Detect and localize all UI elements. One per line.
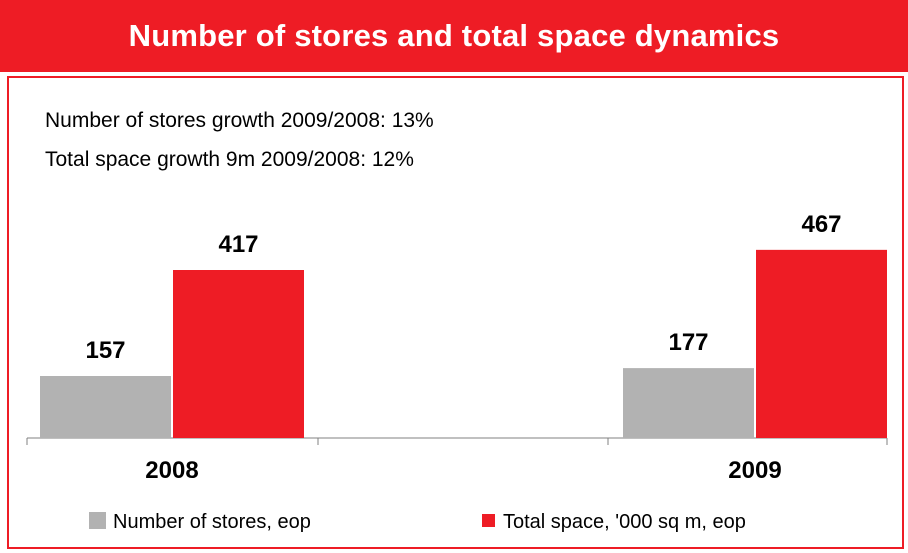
- slide-title: Number of stores and total space dynamic…: [128, 18, 780, 53]
- data-label-space-2008: 417: [218, 231, 258, 258]
- legend-label-stores: Number of stores, eop: [113, 511, 311, 533]
- data-label-space-2009: 467: [801, 211, 841, 238]
- legend-swatch-space: [482, 514, 495, 527]
- bar-stores-2008: [40, 376, 171, 438]
- category-label-2009: 2009: [728, 457, 781, 484]
- legend-swatch-stores: [89, 512, 106, 529]
- title-bar: Number of stores and total space dynamic…: [0, 0, 908, 72]
- bar-stores-2009: [623, 368, 754, 438]
- category-label-2008: 2008: [145, 457, 198, 484]
- data-label-stores-2008: 157: [85, 337, 125, 364]
- data-label-stores-2009: 177: [668, 329, 708, 356]
- content-panel: [7, 76, 904, 549]
- space-growth-note: Total space growth 9m 2009/2008: 12%: [45, 148, 414, 171]
- stores-growth-note: Number of stores growth 2009/2008: 13%: [45, 109, 434, 132]
- bar-space-2008: [173, 270, 304, 438]
- bar-space-2009: [756, 249, 887, 438]
- legend-label-space: Total space, '000 sq m, eop: [503, 511, 746, 533]
